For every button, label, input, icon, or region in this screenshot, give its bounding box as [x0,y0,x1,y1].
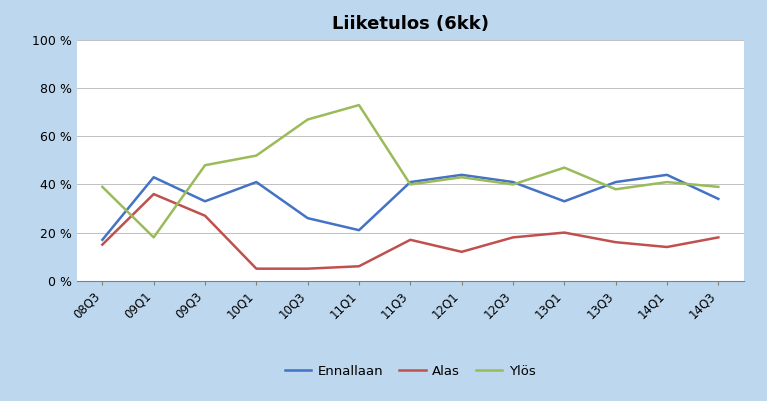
Alas [97,242,107,247]
Ylös [714,184,723,189]
Ennallaan [714,196,723,201]
Ylös [97,184,107,189]
Ylös [303,117,312,122]
Ennallaan [354,228,364,233]
Ennallaan [509,180,518,184]
Ennallaan [252,180,261,184]
Ennallaan [406,180,415,184]
Line: Alas: Alas [102,194,719,269]
Alas [406,237,415,242]
Title: Liiketulos (6kk): Liiketulos (6kk) [332,15,489,33]
Alas [354,264,364,269]
Ennallaan [97,237,107,242]
Alas [149,192,158,196]
Ylös [611,187,621,192]
Legend: Ennallaan, Alas, Ylös: Ennallaan, Alas, Ylös [280,359,541,383]
Alas [200,213,209,218]
Alas [457,249,466,254]
Ennallaan [200,199,209,204]
Ennallaan [303,216,312,221]
Ylös [509,182,518,187]
Alas [714,235,723,240]
Alas [663,245,672,249]
Ylös [354,103,364,107]
Ennallaan [663,172,672,177]
Alas [252,266,261,271]
Alas [509,235,518,240]
Ylös [457,175,466,180]
Ennallaan [560,199,569,204]
Alas [303,266,312,271]
Ennallaan [457,172,466,177]
Ylös [149,235,158,240]
Alas [611,240,621,245]
Ennallaan [149,175,158,180]
Alas [560,230,569,235]
Ylös [560,165,569,170]
Ylös [200,163,209,168]
Ylös [663,180,672,184]
Line: Ylös: Ylös [102,105,719,237]
Ennallaan [611,180,621,184]
Ylös [252,153,261,158]
Ylös [406,182,415,187]
Line: Ennallaan: Ennallaan [102,175,719,240]
